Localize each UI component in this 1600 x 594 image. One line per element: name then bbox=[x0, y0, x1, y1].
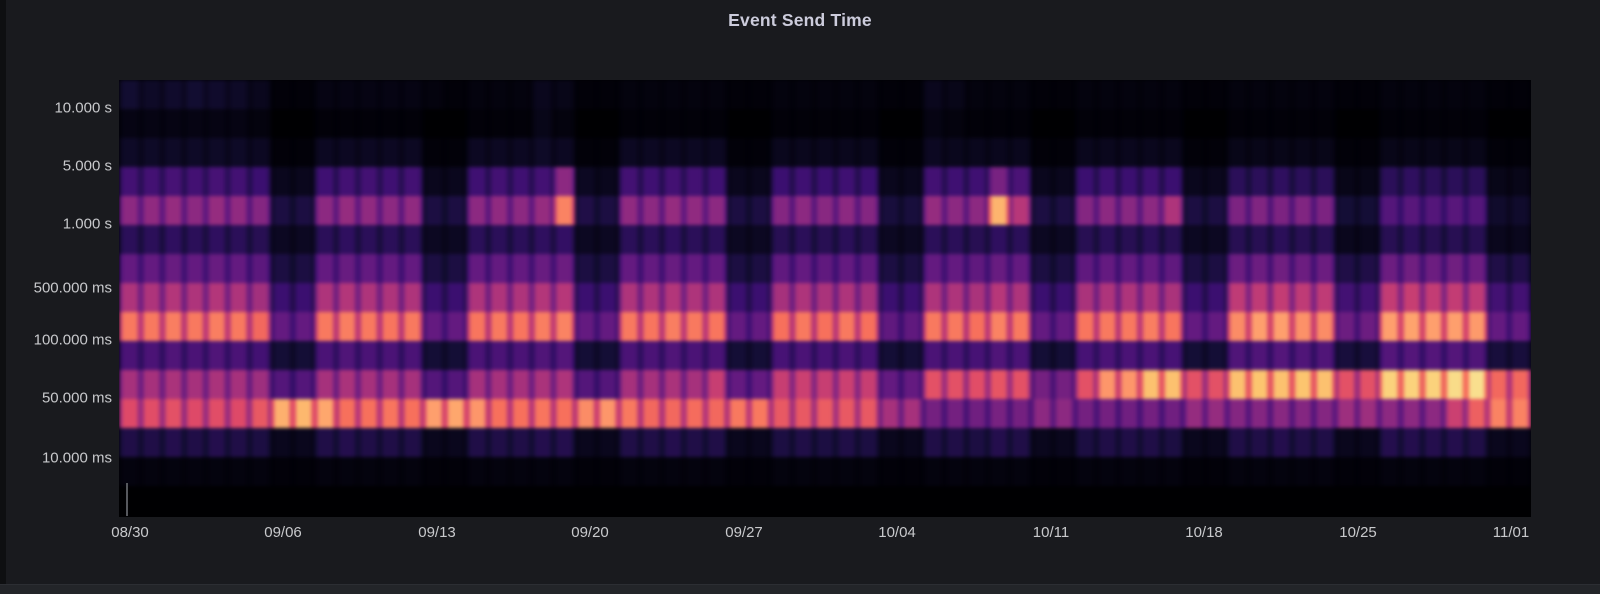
heatmap-plot[interactable] bbox=[119, 80, 1531, 517]
y-tick-label: 100.000 ms bbox=[33, 331, 112, 349]
x-axis: 08/30 09/06 09/13 09/20 09/27 10/04 10/11 10/18… bbox=[0, 524, 1600, 544]
y-axis-stub bbox=[126, 483, 128, 516]
y-tick-label: 5.000 s bbox=[62, 157, 112, 175]
y-tick-label: 1.000 s bbox=[62, 215, 112, 233]
x-tick-label: 09/27 bbox=[725, 524, 763, 541]
x-tick-label: 08/30 bbox=[111, 524, 149, 541]
y-axis: 10.000 s 5.000 s 1.000 s 500.000 ms 100.000 … bbox=[0, 0, 112, 517]
x-tick-label: 10/25 bbox=[1339, 524, 1377, 541]
panel-title[interactable]: Event Send Time bbox=[728, 10, 872, 30]
x-tick-label: 10/04 bbox=[878, 524, 916, 541]
panel-bottom-edge bbox=[0, 584, 1600, 594]
panel-header: Event Send Time bbox=[0, 10, 1600, 40]
heatmap-canvas[interactable] bbox=[119, 80, 1531, 517]
y-tick-label: 50.000 ms bbox=[41, 389, 112, 407]
y-tick-label: 10.000 s bbox=[54, 99, 112, 117]
y-tick-label: 10.000 ms bbox=[41, 449, 112, 467]
panel-left-edge bbox=[0, 0, 6, 593]
x-tick-label: 10/18 bbox=[1185, 524, 1223, 541]
x-tick-label: 09/20 bbox=[571, 524, 609, 541]
x-tick-label: 09/06 bbox=[264, 524, 302, 541]
y-tick-label: 500.000 ms bbox=[33, 279, 112, 297]
x-tick-label: 11/01 bbox=[1492, 524, 1530, 541]
x-tick-label: 09/13 bbox=[418, 524, 456, 541]
x-tick-label: 10/11 bbox=[1032, 524, 1070, 541]
